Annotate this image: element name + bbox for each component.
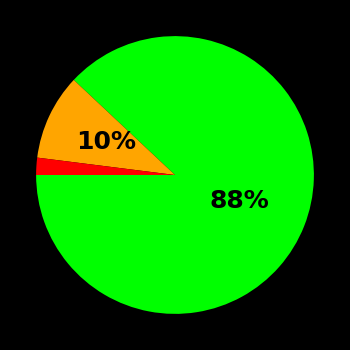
Wedge shape (36, 36, 314, 314)
Wedge shape (36, 158, 175, 175)
Text: 88%: 88% (210, 189, 270, 212)
Wedge shape (37, 80, 175, 175)
Text: 10%: 10% (76, 131, 136, 154)
